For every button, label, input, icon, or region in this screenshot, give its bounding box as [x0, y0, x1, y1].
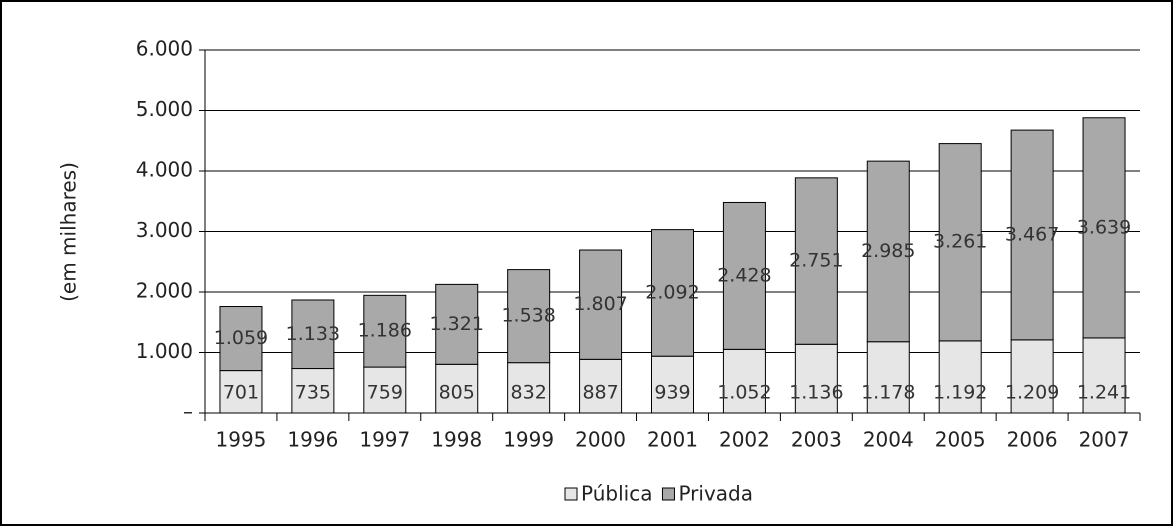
data-label: 1.209: [1005, 382, 1059, 404]
data-label: 701: [223, 382, 259, 404]
x-tick-label: 2002: [719, 428, 770, 452]
bar-segment: [507, 269, 551, 364]
bar-segment: [794, 177, 838, 345]
data-label: 1.186: [358, 320, 412, 342]
bar-segment: [794, 343, 838, 414]
legend-swatch: [564, 487, 578, 501]
x-tick-label: 1999: [503, 428, 554, 452]
x-tick-label: 2005: [935, 428, 986, 452]
data-label: 1.136: [789, 382, 843, 404]
data-label: 1.192: [933, 382, 987, 404]
x-tick-label: 2001: [647, 428, 698, 452]
data-label: 1.538: [501, 305, 555, 327]
data-label: 759: [367, 382, 403, 404]
data-label: 2.428: [717, 264, 771, 286]
bar-segment: [363, 366, 407, 414]
x-tick-label: 1996: [287, 428, 338, 452]
data-label: 1.059: [214, 327, 268, 349]
data-label: 887: [582, 382, 618, 404]
data-label: 1.178: [861, 382, 915, 404]
data-label: 805: [439, 382, 475, 404]
data-label: 735: [295, 382, 331, 404]
bar-segment: [938, 340, 982, 414]
y-tick-label: 4.000: [136, 158, 193, 182]
bar-segment: [938, 143, 982, 342]
bar-segment: [219, 306, 263, 372]
y-tick-label: 3.000: [136, 218, 193, 242]
bar-segment: [579, 249, 623, 360]
data-label: 1.133: [286, 323, 340, 345]
data-label: 2.751: [789, 250, 843, 272]
bar-segment: [1082, 337, 1126, 414]
x-tick-label: 2007: [1079, 428, 1130, 452]
legend-label: Pública: [581, 482, 652, 506]
data-label: 1.052: [717, 382, 771, 404]
y-tick-label: 1.000: [136, 339, 193, 363]
x-tick-label: 2006: [1007, 428, 1058, 452]
data-label: 2.985: [861, 240, 915, 262]
bar-segment: [866, 160, 910, 343]
bar-segment: [1010, 129, 1054, 341]
y-axis-label: (em milhares): [57, 162, 81, 302]
y-tick-label: 5.000: [136, 97, 193, 121]
bar-segment: [1082, 117, 1126, 339]
bar-segment: [435, 283, 479, 365]
y-tick-label: –: [183, 400, 193, 424]
y-tick-label: 2.000: [136, 279, 193, 303]
data-label: 1.241: [1077, 382, 1131, 404]
legend-swatch: [661, 487, 675, 501]
legend-label: Privada: [678, 482, 753, 506]
bar-segment: [651, 355, 694, 414]
data-label: 3.261: [933, 231, 987, 253]
bar-segment: [363, 294, 407, 368]
x-tick-label: 1995: [216, 428, 267, 452]
data-label: 1.321: [430, 313, 484, 335]
x-tick-label: 1997: [359, 428, 410, 452]
data-label: 3.467: [1005, 223, 1059, 245]
data-label: 3.639: [1077, 216, 1131, 238]
data-label: 2.092: [645, 281, 699, 303]
x-tick-label: 2000: [575, 428, 626, 452]
bar-segment: [722, 348, 766, 414]
x-tick-label: 2003: [791, 428, 842, 452]
x-tick-label: 1998: [431, 428, 482, 452]
x-tick-label: 2004: [863, 428, 914, 452]
bar-segment: [291, 299, 335, 370]
bar-segment: [722, 201, 766, 350]
bar-segment: [1010, 339, 1054, 414]
data-label: 1.807: [573, 293, 627, 315]
bar-segment: [579, 358, 623, 414]
bar-segment: [651, 229, 694, 357]
y-tick-label: 6.000: [136, 37, 193, 61]
data-label: 939: [654, 382, 690, 404]
data-label: 832: [511, 382, 547, 404]
